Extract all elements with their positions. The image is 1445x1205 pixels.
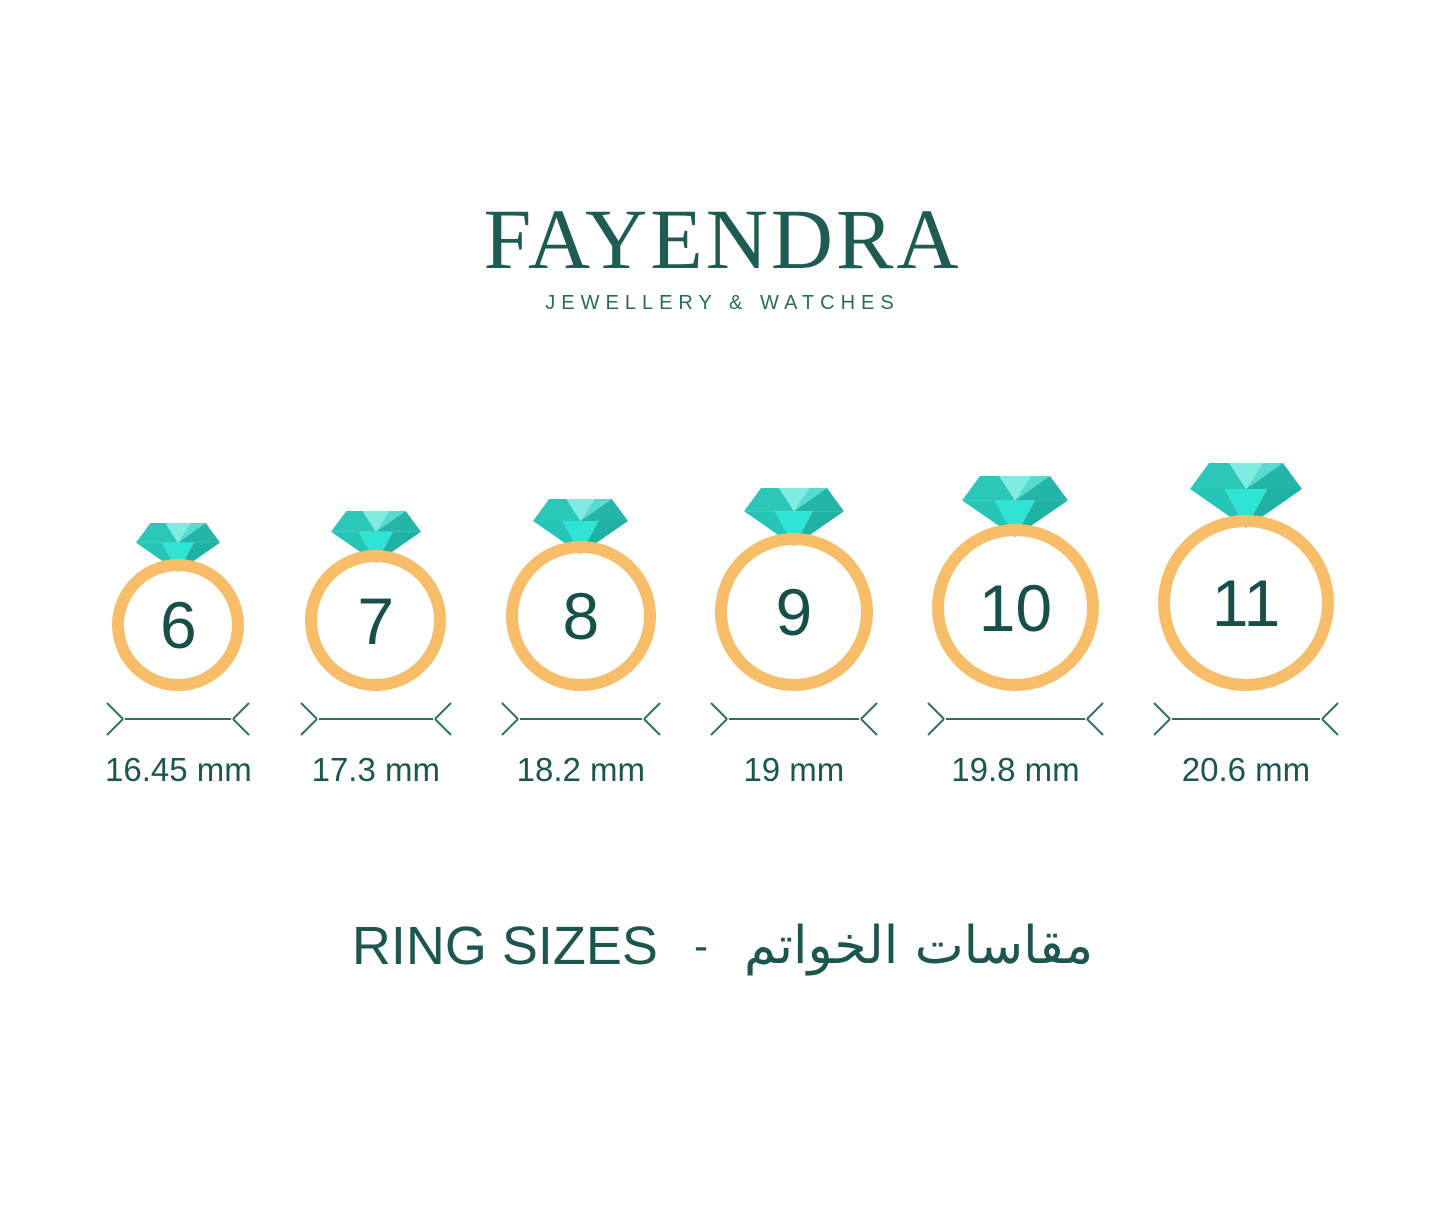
ring-size-number: 11 <box>1211 566 1281 640</box>
arrow-right-icon <box>860 702 878 736</box>
diamond-icon <box>743 488 844 546</box>
ring-size-number: 8 <box>562 579 600 653</box>
ring-band: 11 <box>1157 515 1334 691</box>
ring-size-item: 6 16.45 mm <box>105 523 252 789</box>
brand-tagline: JEWELLERY & WATCHES <box>545 292 900 314</box>
diameter-line <box>1171 718 1320 720</box>
brand-header: FAYENDRA JEWELLERY & WATCHES <box>0 0 1445 315</box>
ring-size-number: 6 <box>160 588 197 662</box>
arrow-right-icon <box>1321 702 1339 736</box>
diameter-line <box>318 718 433 720</box>
diameter-indicator <box>105 699 251 739</box>
arrow-left-icon <box>501 702 519 736</box>
ring-size-item: 9 19 mm <box>709 488 879 789</box>
chart-title-arabic: مقاسات الخواتم <box>743 916 1094 976</box>
ring-size-number: 7 <box>357 583 395 658</box>
diameter-label: 19.8 mm <box>951 751 1080 788</box>
ring-size-number: 9 <box>775 575 813 649</box>
diameter-indicator <box>1152 699 1340 739</box>
arrow-right-icon <box>1086 702 1104 736</box>
arrow-left-icon <box>710 702 728 736</box>
arrow-left-icon <box>106 702 125 736</box>
diameter-line <box>125 718 232 720</box>
ring-band: 8 <box>505 541 656 691</box>
diameter-indicator <box>299 699 453 739</box>
diamond-icon <box>330 511 421 563</box>
diameter-indicator <box>709 699 879 739</box>
arrow-right-icon <box>643 702 661 736</box>
ring-size-chart: 6 16.45 mm 7 17.3 mm <box>105 463 1340 789</box>
diameter-line <box>945 718 1085 720</box>
diamond-icon <box>1189 463 1302 528</box>
chart-title: RING SIZES - مقاسات الخواتم <box>0 915 1445 977</box>
diameter-label: 18.2 mm <box>516 751 646 788</box>
ring-size-item: 7 17.3 mm <box>299 511 453 789</box>
ring-size-number: 10 <box>978 570 1053 645</box>
diameter-indicator <box>926 699 1105 739</box>
ring-size-item: 11 20.6 mm <box>1152 463 1340 789</box>
arrow-right-icon <box>232 702 251 736</box>
diameter-label: 17.3 mm <box>311 751 440 788</box>
chart-title-english: RING SIZES <box>351 916 658 976</box>
arrow-left-icon <box>300 702 318 736</box>
arrow-right-icon <box>434 702 452 736</box>
ring-band: 10 <box>931 524 1099 691</box>
brand-logo-text: FAYENDRA <box>483 191 962 287</box>
ring-band: 6 <box>112 559 245 691</box>
diameter-label: 16.45 mm <box>105 751 252 788</box>
ring-size-item: 10 19.8 mm <box>926 476 1105 789</box>
ring-band: 7 <box>305 550 447 691</box>
arrow-left-icon <box>1153 702 1171 736</box>
diameter-label: 20.6 mm <box>1181 751 1311 788</box>
chart-title-separator: - <box>693 922 708 969</box>
diameter-label: 19 mm <box>743 751 845 788</box>
diameter-indicator <box>500 699 662 739</box>
diameter-line <box>519 718 642 720</box>
ring-size-item: 8 18.2 mm <box>500 499 662 789</box>
arrow-left-icon <box>927 702 945 736</box>
ring-band: 9 <box>714 533 873 691</box>
diameter-line <box>728 718 859 720</box>
